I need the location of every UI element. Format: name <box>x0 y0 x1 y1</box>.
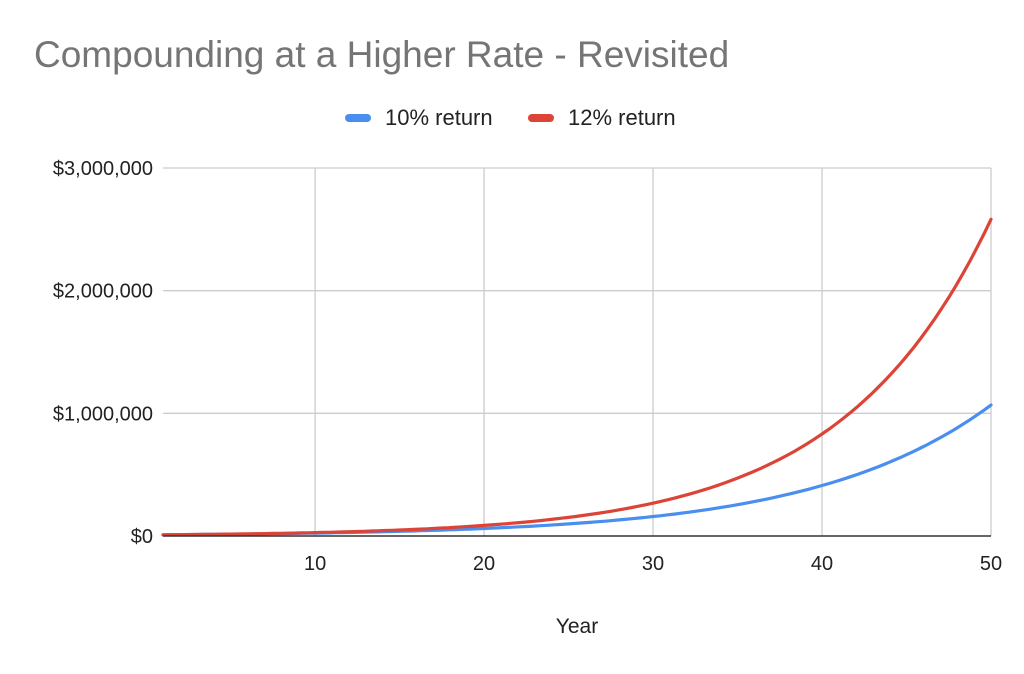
y-tick-label: $2,000,000 <box>53 281 153 303</box>
legend-swatch-series-1 <box>345 114 371 122</box>
grid-lines <box>163 167 992 536</box>
series-line-2 <box>161 217 993 537</box>
y-tick-label: $3,000,000 <box>53 158 153 180</box>
legend-item-series-1[interactable]: 10% return <box>345 104 493 132</box>
y-tick-label: $1,000,000 <box>53 403 153 425</box>
legend-label-series-2: 12% return <box>568 105 676 130</box>
x-tick-label: 30 <box>642 553 664 575</box>
axes: $0 $1,000,000 $2,000,000 $3,000,000 10 20 30 40… <box>53 158 1002 575</box>
series-lines <box>161 217 993 537</box>
x-tick-label: 40 <box>811 553 833 575</box>
chart-title: Compounding at a Higher Rate - Revisited <box>34 34 730 75</box>
x-tick-label: 50 <box>980 553 1002 575</box>
x-tick-label: 10 <box>304 553 326 575</box>
x-tick-label: 20 <box>473 553 495 575</box>
legend-item-series-2[interactable]: 12% return <box>528 104 676 132</box>
legend-label-series-1: 10% return <box>385 105 493 130</box>
y-tick-label: $0 <box>131 526 153 548</box>
legend-swatch-series-2 <box>528 114 554 122</box>
x-axis-title: Year <box>556 615 598 638</box>
legend: 10% return 12% return <box>0 104 1024 132</box>
